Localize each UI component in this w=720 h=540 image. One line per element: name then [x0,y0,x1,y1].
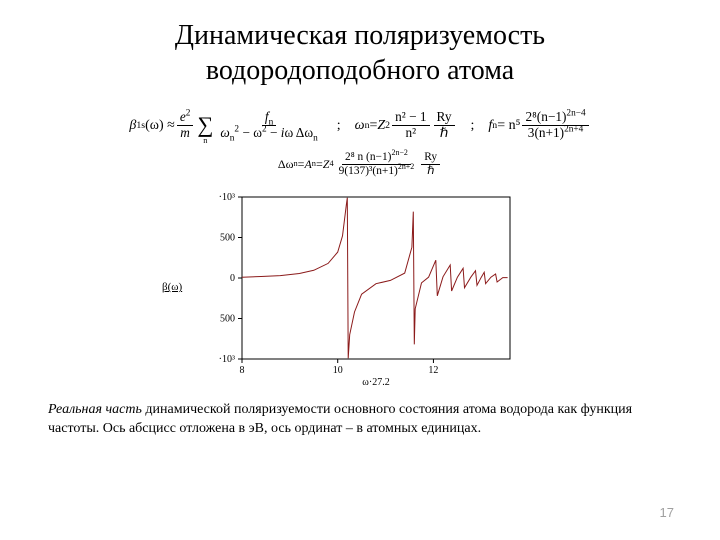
eq-beta: β1s (ω) ≈ e2 m ∑ n fn ωn2 − ω2 − iω Δωn [129,106,322,145]
page-title: Динамическая поляризуемость водородоподо… [40,18,680,88]
sep2: ; [471,118,475,134]
svg-text:8: 8 [240,365,245,376]
svg-text:·10³: ·10³ [219,354,235,365]
svg-text:·10³: ·10³ [219,192,235,203]
svg-text:10: 10 [333,365,343,376]
eq-fn: fn = n⁵ 2⁸(n−1)2n−4 3(n+1)2n+4 [488,110,590,140]
svg-text:12: 12 [428,365,438,376]
sep1: ; [337,118,341,134]
formula-sub: Δωn = An = Z4 2⁸ n (n−1)2n−2 9(137)³(n+1… [40,151,680,177]
svg-text:ω·27.2: ω·27.2 [362,377,389,387]
chart-y-label: β(ω) [162,281,182,293]
svg-text:500: 500 [220,314,235,325]
polarizability-chart: β(ω) ·10³5000500·10³81012ω·27.2 [200,187,520,387]
eq-omega-n: ωn = Z2 n² − 1 n² Ry ℏ [355,110,457,140]
page-number: 17 [660,505,674,520]
title-line-2: водородоподобного атома [206,55,514,86]
svg-text:500: 500 [220,233,235,244]
formula-main: β1s (ω) ≈ e2 m ∑ n fn ωn2 − ω2 − iω Δωn … [40,106,680,145]
caption-emph: Реальная часть [48,402,142,417]
caption: Реальная часть динамической поляризуемос… [40,401,680,439]
title-line-1: Динамическая поляризуемость [175,20,545,51]
svg-text:0: 0 [230,273,235,284]
chart-svg: ·10³ 500 0 500 ·10³ 8 10 12 ω·27.2 [200,187,520,387]
chart-container: β(ω) ·10³ 500 0 500 ·10³ 8 10 12 ω·27.2 [40,187,680,387]
